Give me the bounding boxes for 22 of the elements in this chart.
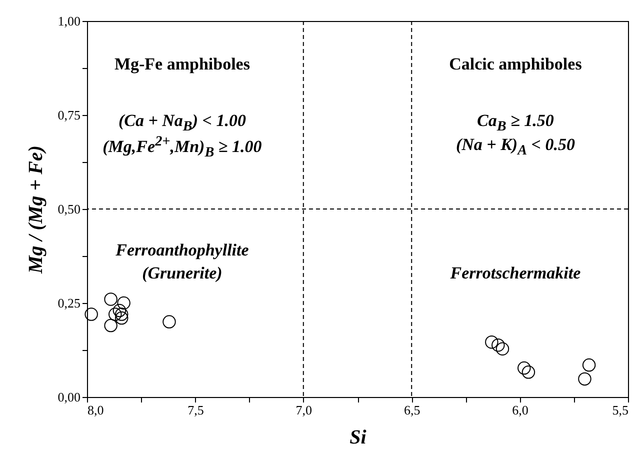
annotation: (Mg,Fe$^{2+}$,Mn)$_{B}$ ≥ 1.00 xyxy=(102,133,262,160)
y-axis-title: Mg / (Mg + Fe) xyxy=(24,145,47,275)
annotation: Ferrotschermakite xyxy=(450,263,581,282)
annotation: Ferroanthophyllite xyxy=(116,240,249,260)
annotation: (Ca + Na$_{B}$) < 1.00 xyxy=(118,110,246,134)
y-tick-label: 0,75 xyxy=(58,108,80,122)
y-tick-label: 0,50 xyxy=(58,202,80,216)
x-tick-label: 7,0 xyxy=(296,402,312,418)
annotation: Ca$_{B}$ ≥ 1.50 xyxy=(477,110,554,134)
y-tick-label: 0,25 xyxy=(58,296,80,310)
y-tick-label: 0,00 xyxy=(58,390,80,404)
x-axis-title: Si xyxy=(350,426,367,448)
annotation: (Grunerite) xyxy=(142,263,222,282)
y-tick-label: 1,00 xyxy=(58,14,80,28)
annotation: Mg-Fe amphiboles xyxy=(114,54,250,74)
x-tick-label: 6,0 xyxy=(512,402,528,418)
annotation: (Na + K)$_{A}$ < 0.50 xyxy=(456,135,575,159)
x-tick-label: 6,5 xyxy=(404,402,420,418)
x-tick-label: 8,0 xyxy=(88,402,104,418)
x-tick-label: 7,5 xyxy=(188,402,204,418)
x-tick-label: 5,5 xyxy=(612,402,628,418)
annotation: Calcic amphiboles xyxy=(449,54,582,74)
